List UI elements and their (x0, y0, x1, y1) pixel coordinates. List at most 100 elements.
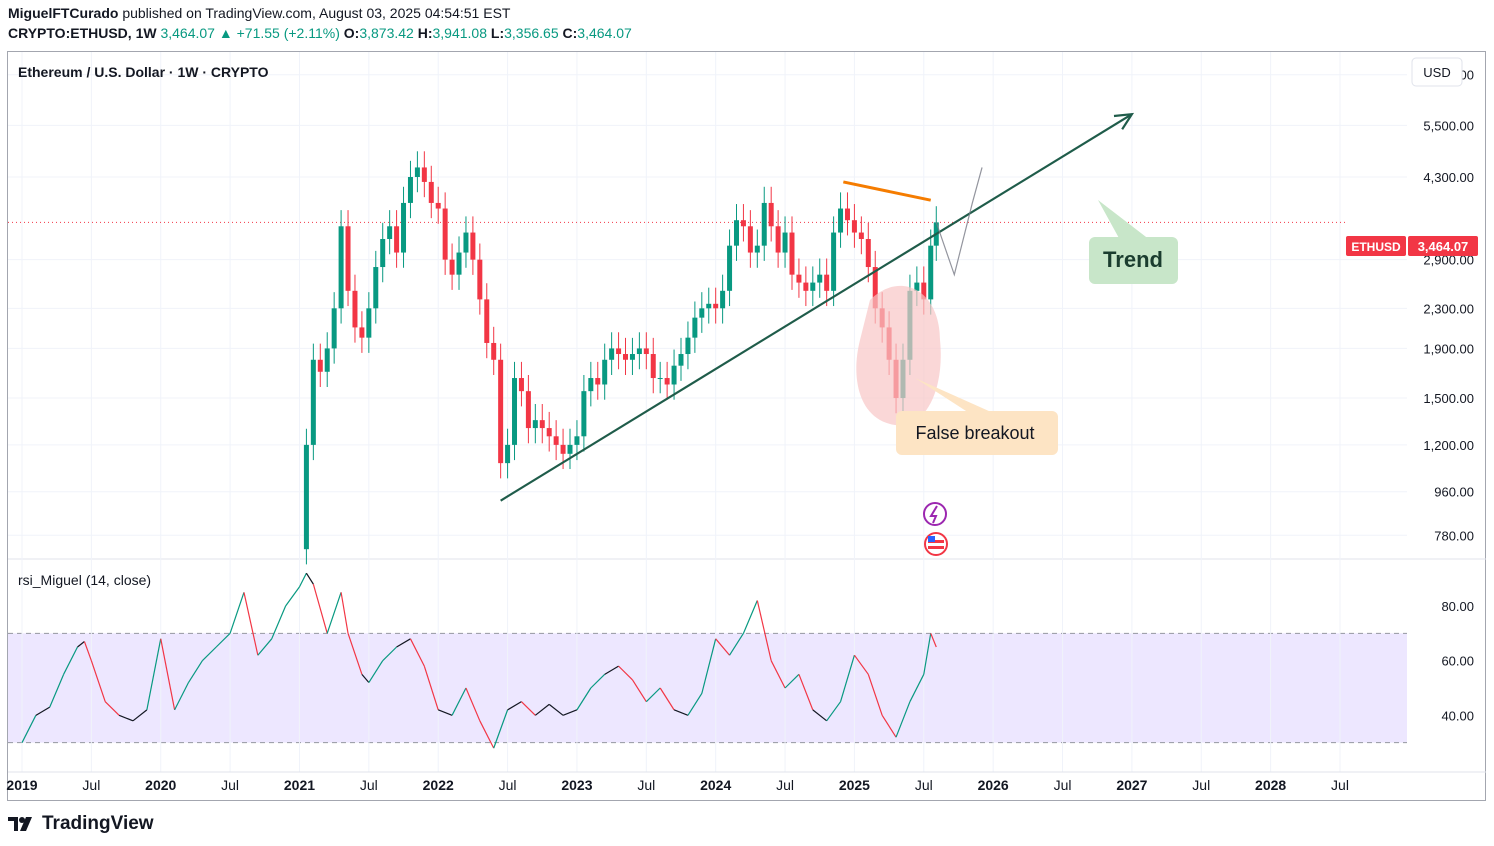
candle-body (373, 267, 379, 309)
rsi-segment (493, 709, 509, 749)
close-value: 3,464.07 (577, 25, 632, 41)
candle-body (338, 226, 344, 309)
candle-body (671, 365, 677, 385)
candle-body (810, 282, 816, 291)
open-label: O: (343, 25, 360, 41)
candle-body (928, 245, 934, 300)
x-tick-label: Jul (637, 777, 655, 793)
trend-callout[interactable]: Trend (1089, 200, 1178, 284)
rsi-segment (160, 638, 176, 710)
rsi-segment (812, 709, 828, 722)
candle-body (317, 359, 323, 372)
rsi-legend: rsi_Miguel (14, close) (18, 572, 151, 588)
rsi-segment (146, 638, 162, 710)
price-tag-value-text: 3,464.07 (1418, 239, 1469, 254)
false-breakout-callout[interactable]: False breakout (856, 285, 1058, 455)
candle-body (629, 354, 635, 360)
rsi-segment (853, 654, 869, 675)
currency-button[interactable] (1411, 57, 1463, 87)
rsi-segment (618, 665, 633, 681)
x-tick-label: Jul (82, 777, 100, 793)
candle-body (838, 208, 844, 233)
rsi-segment (49, 674, 65, 708)
candle-body (380, 239, 386, 268)
rsi-segment (562, 709, 578, 716)
event-icon-us[interactable] (924, 532, 948, 556)
candle-body (401, 202, 407, 253)
candle-body (720, 290, 726, 309)
rsi-segment (368, 660, 384, 683)
footer: TradingView (8, 813, 154, 835)
candle-body (491, 342, 497, 360)
candle-body (546, 428, 552, 437)
rsi-segment (742, 600, 758, 634)
close-label: C: (562, 25, 578, 41)
x-tick-label: 2026 (978, 777, 1009, 793)
rsi-segment (257, 638, 273, 656)
candle-body (352, 290, 358, 328)
rsi-segment (229, 592, 245, 634)
rsi-segment (243, 592, 259, 656)
y-tick-label: 4,300.00 (1423, 170, 1474, 185)
tradingview-logo-icon[interactable] (8, 815, 36, 833)
candle-body (331, 308, 337, 349)
rsi-segment (285, 586, 300, 607)
x-tick-label: Jul (221, 777, 239, 793)
candle-body (394, 226, 400, 253)
candle-body (844, 208, 850, 221)
candle-body (754, 245, 760, 253)
candle-body (435, 202, 441, 209)
y-tick-label: 2,300.00 (1423, 301, 1474, 316)
low-value: 3,356.65 (504, 25, 559, 41)
trend-box (1089, 237, 1178, 284)
candle-body (560, 444, 566, 454)
candle-body (324, 348, 330, 372)
rsi-segment (465, 687, 481, 722)
candle-body (921, 282, 927, 300)
price-change: ▲ +71.55 (+2.11%) (218, 25, 340, 41)
candle-body (775, 226, 781, 253)
rsi-segment (673, 709, 689, 716)
candle-body (914, 282, 920, 291)
currency-label: USD (1423, 65, 1450, 80)
rsi-segment (409, 638, 425, 667)
false-breakout-box (896, 411, 1058, 455)
y-tick-label: 780.00 (1434, 528, 1474, 543)
x-tick-label: 2020 (145, 777, 176, 793)
candle-body (713, 303, 719, 309)
candle-body (733, 220, 739, 246)
candle-body (616, 348, 622, 355)
rsi-segment (271, 605, 287, 640)
x-tick-label: Jul (915, 777, 933, 793)
candle-body (865, 239, 871, 268)
x-tick-label: 2025 (839, 777, 870, 793)
rsi-segment (21, 715, 37, 743)
rsi-segment (174, 682, 190, 711)
y-tick-label: 2,900.00 (1423, 253, 1474, 268)
candle-body (428, 181, 434, 203)
rsi-segment (729, 633, 744, 656)
rsi-segment (35, 706, 51, 716)
candle-body (664, 378, 670, 385)
price-tag-symbol (1346, 236, 1406, 256)
author-name[interactable]: MiguelFTCurado (8, 5, 119, 21)
candle-body (442, 208, 448, 260)
candle-body (303, 444, 309, 550)
y-tick-label: 5,500.00 (1423, 118, 1474, 133)
x-tick-label: 2023 (561, 777, 592, 793)
rsi-segment (361, 673, 370, 683)
low-label: L: (490, 25, 505, 41)
candle-body (789, 232, 795, 275)
x-tick-label: 2028 (1255, 777, 1286, 793)
candle-body (602, 359, 608, 385)
candle-body (581, 391, 587, 437)
brand-name[interactable]: TradingView (42, 813, 154, 834)
false-breakout-pointer (915, 378, 1000, 420)
bolt-icon (929, 505, 938, 524)
event-icon-ai[interactable] (923, 502, 947, 526)
projection-path (935, 167, 983, 277)
flag-stripe-icon (928, 540, 944, 543)
rsi-segment (590, 673, 606, 689)
price-tag-symbol-text: ETHUSD (1351, 240, 1401, 254)
